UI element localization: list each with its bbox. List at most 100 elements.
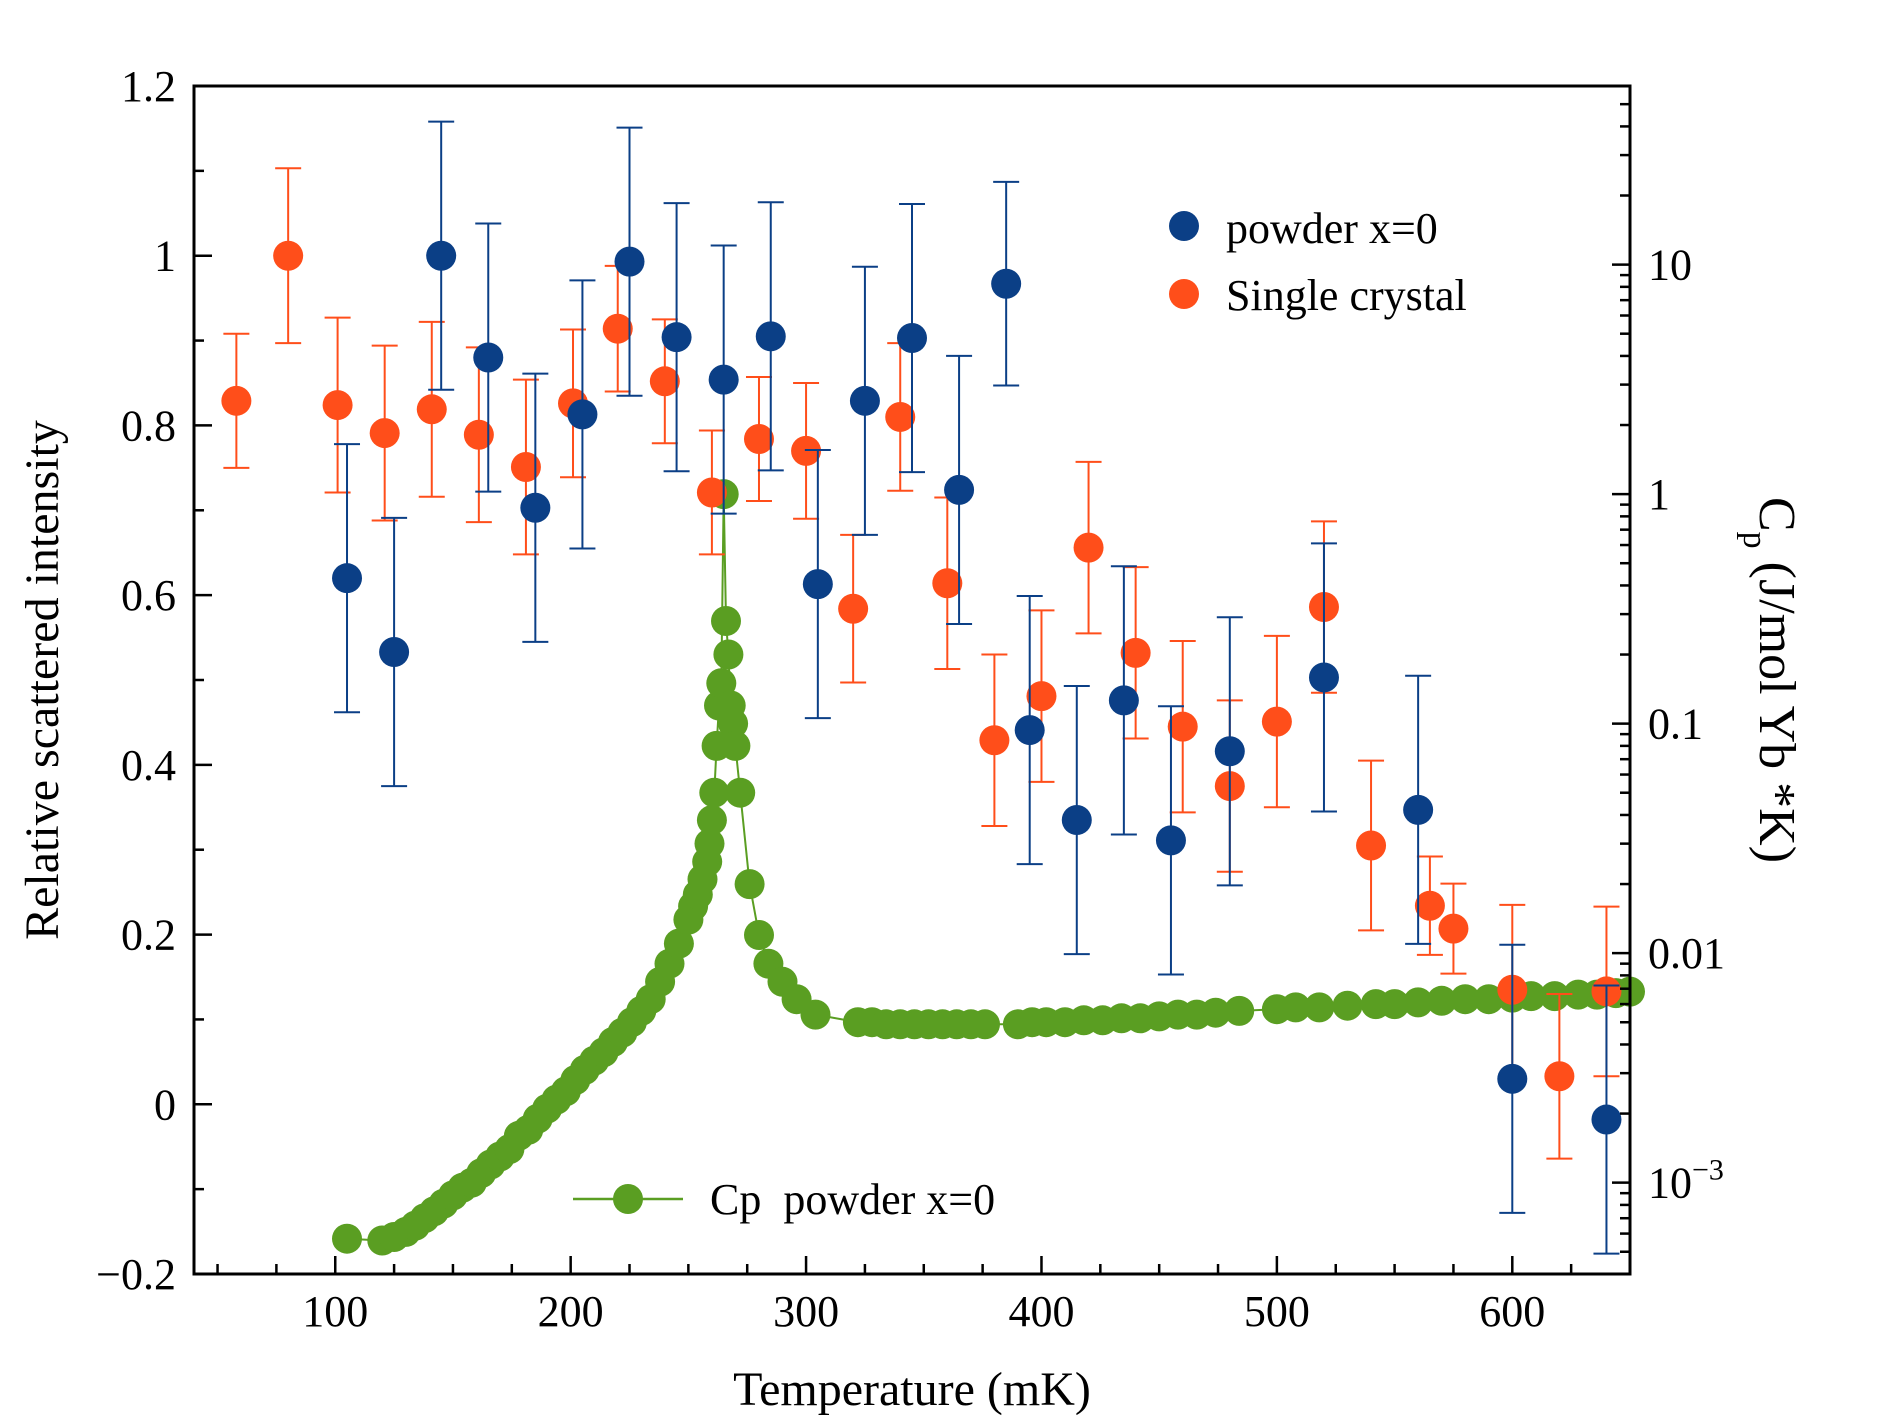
single-crystal-point [221,385,252,416]
cp-point [718,708,749,739]
y-axis-title-left: Relative scattered intensity [16,420,69,940]
single-crystal-point [1073,532,1104,563]
y-right-tick-label: 1 [1648,470,1670,519]
cp-point [699,777,730,808]
powder-point [1155,825,1186,856]
single-crystal-point [416,394,447,425]
single-crystal-point [1261,706,1292,737]
single-crystal-point [979,725,1010,756]
single-crystal-point [273,240,304,271]
powder-point [1214,736,1245,767]
powder-point [520,492,551,523]
legend-single-label: Single crystal [1226,271,1467,320]
powder-point [849,385,880,416]
cp-point [1200,997,1231,1028]
x-tick-label: 200 [538,1287,604,1336]
legend-bottom: Cp powder x=0 [573,1175,995,1224]
x-tick-label: 500 [1244,1287,1310,1336]
powder-point [1014,715,1045,746]
cp-point [696,805,727,836]
cp-point [1304,992,1335,1023]
powder-point [1497,1063,1528,1094]
powder-point [426,240,457,271]
powder-point [1108,685,1139,716]
cp-point [720,730,751,761]
single-crystal-point [885,401,916,432]
cp-point [1379,989,1410,1020]
y-left-tick-label: 0 [154,1080,176,1129]
cp-point [1450,984,1481,1015]
cp-point [694,828,725,859]
powder-point [332,563,363,594]
single-crystal-point [696,477,727,508]
ticks: 100 200 300 400 500 600 −0.2 0 0.2 0.4 0.6 0.8 1 1.2 1… [96,62,1725,1336]
single-crystal-series [221,167,1622,1160]
cp-point [1224,995,1255,1026]
cp-point [332,1223,362,1254]
powder-series [332,120,1622,1255]
cp-point [734,869,765,900]
y-left-tick-label: 0.8 [121,401,176,450]
cp-point [711,606,741,636]
single-crystal-point [1544,1061,1575,1092]
powder-point [1591,1104,1622,1135]
single-crystal-point [322,390,353,421]
single-crystal-point [1120,637,1151,668]
x-tick-label: 600 [1479,1287,1545,1336]
cp-point [800,999,831,1030]
powder-point [1403,794,1434,825]
powder-point [991,268,1022,299]
y-left-tick-label: −0.2 [96,1250,176,1299]
y-right-tick-label: 0.1 [1648,700,1703,749]
cp-series [332,479,1645,1256]
powder-point [1061,805,1092,836]
cp-point [663,928,694,959]
x-tick-label: 300 [773,1287,839,1336]
powder-point [1308,662,1339,693]
legend-powder-label: powder x=0 [1226,204,1438,253]
cp-point [1280,992,1311,1023]
single-crystal-point [1414,890,1445,921]
legend-single-marker [1169,279,1199,309]
y-left-tick-label: 0.2 [121,911,176,960]
cp-point [1539,981,1570,1012]
y-left-tick-label: 1.2 [121,62,176,111]
y-axis-title-right: Cp (J/mol Yb *K) [1736,497,1805,863]
single-crystal-point [932,568,963,599]
cp-point [1332,990,1363,1021]
single-crystal-point [510,452,541,483]
powder-point [802,569,833,600]
single-crystal-point [649,366,680,397]
y-axis-title-right-sub: p [1736,532,1773,549]
cp-point [1403,987,1434,1018]
legend-cp-marker [613,1184,643,1214]
legend-cp-label: Cp powder x=0 [710,1175,995,1224]
y-right-tick-label: 10 [1648,241,1692,290]
powder-point [473,342,504,373]
single-crystal-point [1438,913,1469,944]
y-axis-title-right-main: C [1748,497,1805,532]
cp-point [744,920,774,950]
single-crystal-point [838,593,869,624]
single-crystal-point [1167,711,1198,742]
powder-point [661,322,692,353]
cp-point [1426,985,1457,1016]
powder-point [708,364,739,395]
powder-point [567,399,598,430]
powder-point [755,321,786,352]
y-axis-title-right-rest: (J/mol Yb *K) [1748,549,1805,863]
single-crystal-point [463,419,494,450]
powder-point [614,246,645,277]
cp-point [970,1009,1000,1040]
y-left-tick-label: 1 [154,232,176,281]
single-crystal-point [602,313,633,344]
x-axis-title: Temperature (mK) [733,1363,1091,1416]
cp-point [1473,984,1504,1015]
single-crystal-point [1356,830,1387,861]
powder-point [897,323,927,354]
legend-top: powder x=0 Single crystal [1169,204,1467,320]
single-crystal-point [369,418,400,449]
x-tick-label: 400 [1008,1287,1074,1336]
y-left-tick-label: 0.4 [121,741,176,790]
